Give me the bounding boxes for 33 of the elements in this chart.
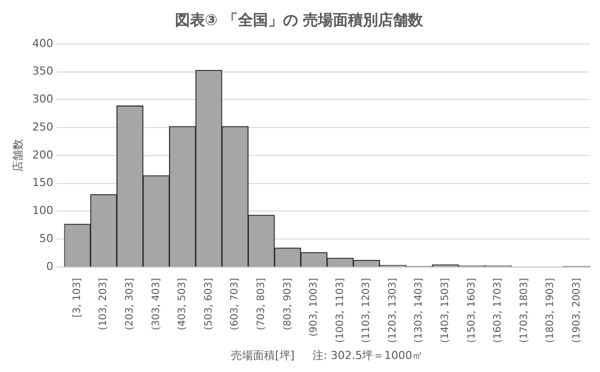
y-tick-label: 300	[32, 92, 54, 106]
y-tick-label: 100	[32, 204, 54, 218]
x-tick-label: (1203, 1303]	[387, 278, 398, 344]
chart-title: 図表③ 「全国」の 売場面積別店舗数	[174, 10, 424, 29]
x-tick-label: (503, 603]	[203, 278, 214, 330]
y-axis-title: 店舗数	[11, 138, 24, 172]
x-tick-label: (1303, 1403]	[414, 278, 425, 344]
y-tick-label: 400	[32, 36, 54, 50]
x-tick-label: (1503, 1603]	[466, 278, 478, 344]
y-tick-label: 200	[32, 148, 54, 162]
x-tick-label: (1103, 1203]	[361, 278, 372, 344]
y-tick-label: 150	[32, 176, 54, 190]
x-tick-label: (403, 503]	[177, 278, 188, 330]
x-tick-label: (1803, 1903]	[545, 278, 556, 344]
y-tick-label: 250	[32, 120, 54, 134]
x-tick-label: (1903, 2003]	[571, 278, 582, 344]
y-tick-label: 350	[32, 64, 54, 78]
x-tick-label: (303, 403]	[150, 278, 162, 330]
x-tick-label: (103, 203]	[98, 278, 110, 330]
x-tick-label: (1603, 1703]	[492, 278, 504, 344]
x-tick-label: (203, 303]	[124, 278, 136, 330]
x-tick-label: (903, 1003]	[308, 278, 320, 337]
text: 注: 302.5坪＝1000㎡	[312, 348, 424, 362]
y-tick-label: 50	[39, 232, 54, 245]
x-axis-title: 売場面積[坪]	[230, 348, 295, 362]
x-tick-label: (603, 703]	[230, 278, 241, 330]
x-tick-label: (1003, 1103]	[334, 278, 346, 344]
x-tick-label: [3, 103]	[72, 278, 83, 318]
x-tick-label: (1403, 1503]	[440, 278, 451, 344]
x-tick-label: (703, 803]	[256, 278, 267, 330]
x-tick-label: (1703, 1803]	[518, 278, 530, 344]
x-tick-label: (803, 903]	[282, 278, 294, 330]
y-tick-label: 0	[46, 260, 54, 273]
